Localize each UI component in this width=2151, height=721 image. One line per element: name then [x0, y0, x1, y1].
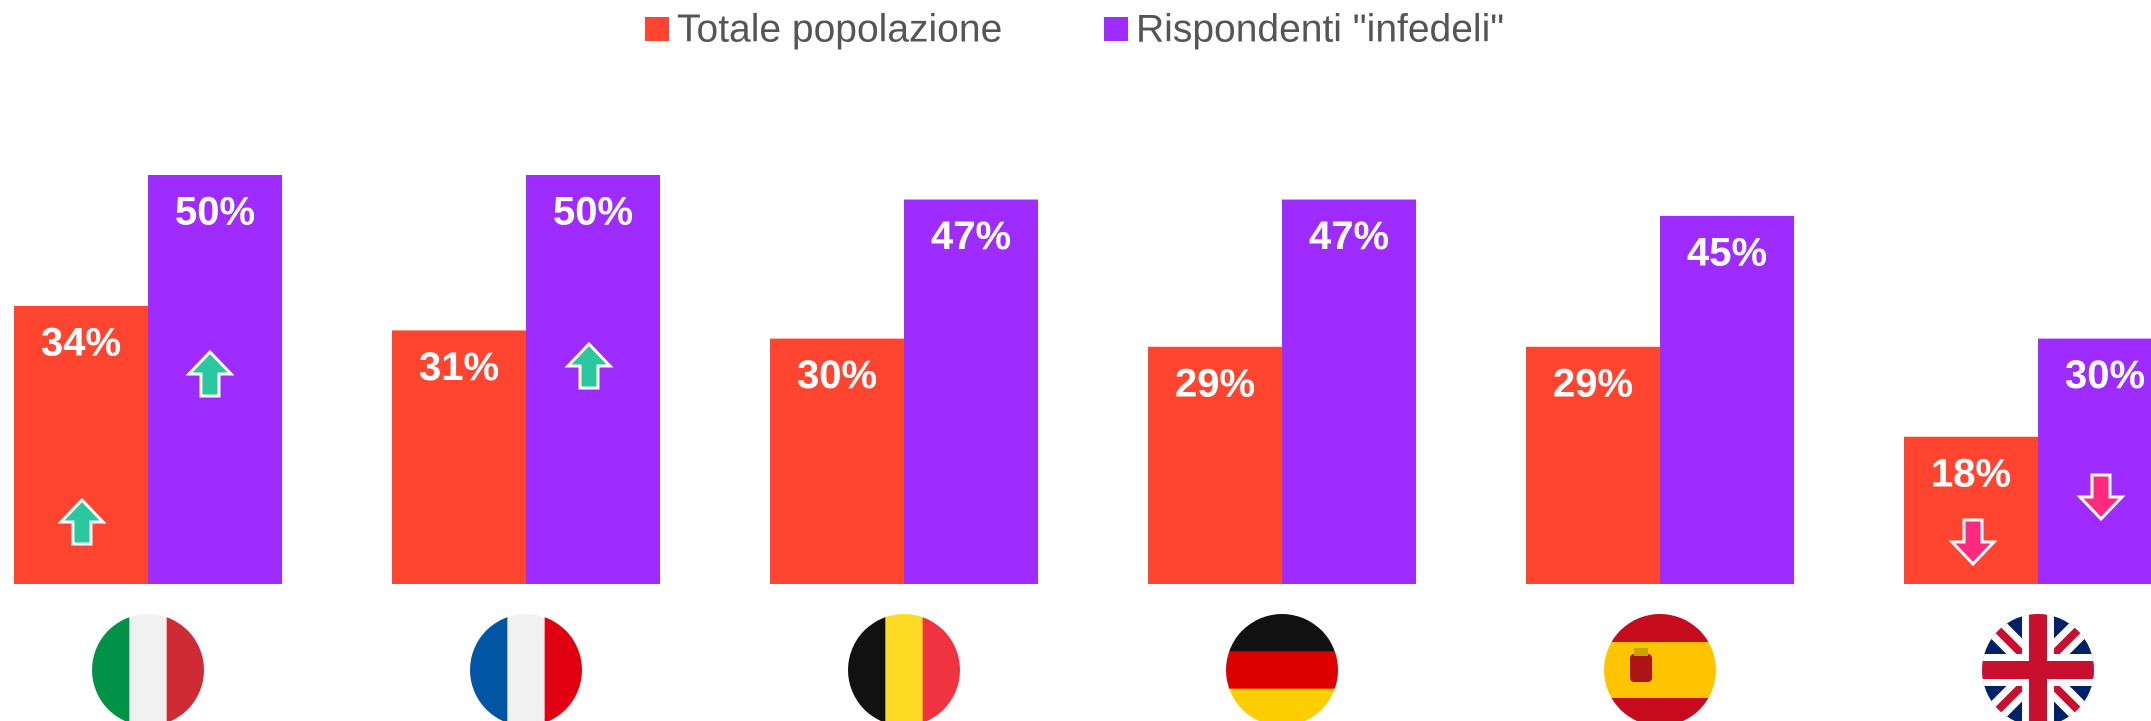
value-label: 47% [931, 214, 1011, 258]
legend-label: Totale popolazione [677, 7, 1002, 50]
flag-stripe [1604, 642, 1716, 699]
value-label: 50% [175, 190, 255, 234]
flag [470, 614, 582, 721]
flag-stripe [1604, 614, 1716, 643]
bar [1526, 346, 1660, 584]
legend-swatch [645, 17, 669, 41]
flag-emblem [1634, 648, 1648, 656]
flag-stripe [922, 614, 960, 721]
value-label: 50% [553, 190, 633, 234]
bar [392, 330, 526, 584]
flag-stripe [92, 614, 130, 721]
value-label: 31% [419, 345, 499, 389]
flag [1982, 614, 2094, 721]
value-label: 34% [41, 320, 121, 364]
flag-stripe [470, 614, 508, 721]
trend-arrow [2076, 473, 2126, 522]
value-label: 30% [2065, 353, 2145, 397]
value-label: 45% [1687, 230, 1767, 274]
legend-swatch [1104, 17, 1128, 41]
flag-stripe [544, 614, 582, 721]
bar [1660, 215, 1794, 584]
flag [1604, 614, 1716, 721]
flag-stripe [1226, 614, 1338, 652]
bar [2038, 338, 2151, 584]
bar [1148, 346, 1282, 584]
value-label: 30% [797, 353, 877, 397]
flag [1226, 614, 1338, 721]
flag [92, 614, 204, 721]
bar [770, 338, 904, 584]
bar [1282, 199, 1416, 585]
flag-cross [1982, 661, 2094, 679]
value-label: 29% [1553, 361, 1633, 405]
flag-stripe [1604, 698, 1716, 721]
flag-stripe [1226, 688, 1338, 721]
legend-label: Rispondenti "infedeli" [1136, 7, 1504, 50]
flag-stripe [166, 614, 204, 721]
flag-emblem [1630, 654, 1652, 682]
trend-arrow [564, 341, 614, 390]
flag-stripe [129, 614, 168, 721]
value-label: 47% [1309, 214, 1389, 258]
flag-stripe [507, 614, 546, 721]
value-label: 29% [1175, 361, 1255, 405]
trend-arrow [185, 349, 235, 398]
flag-stripe [1226, 651, 1338, 690]
bar [904, 199, 1038, 585]
trend-arrow [1948, 518, 1998, 567]
flag-stripe [848, 614, 886, 721]
trend-arrow [57, 497, 107, 546]
flag-stripe [885, 614, 924, 721]
flag [848, 614, 960, 721]
value-label: 18% [1931, 451, 2011, 495]
